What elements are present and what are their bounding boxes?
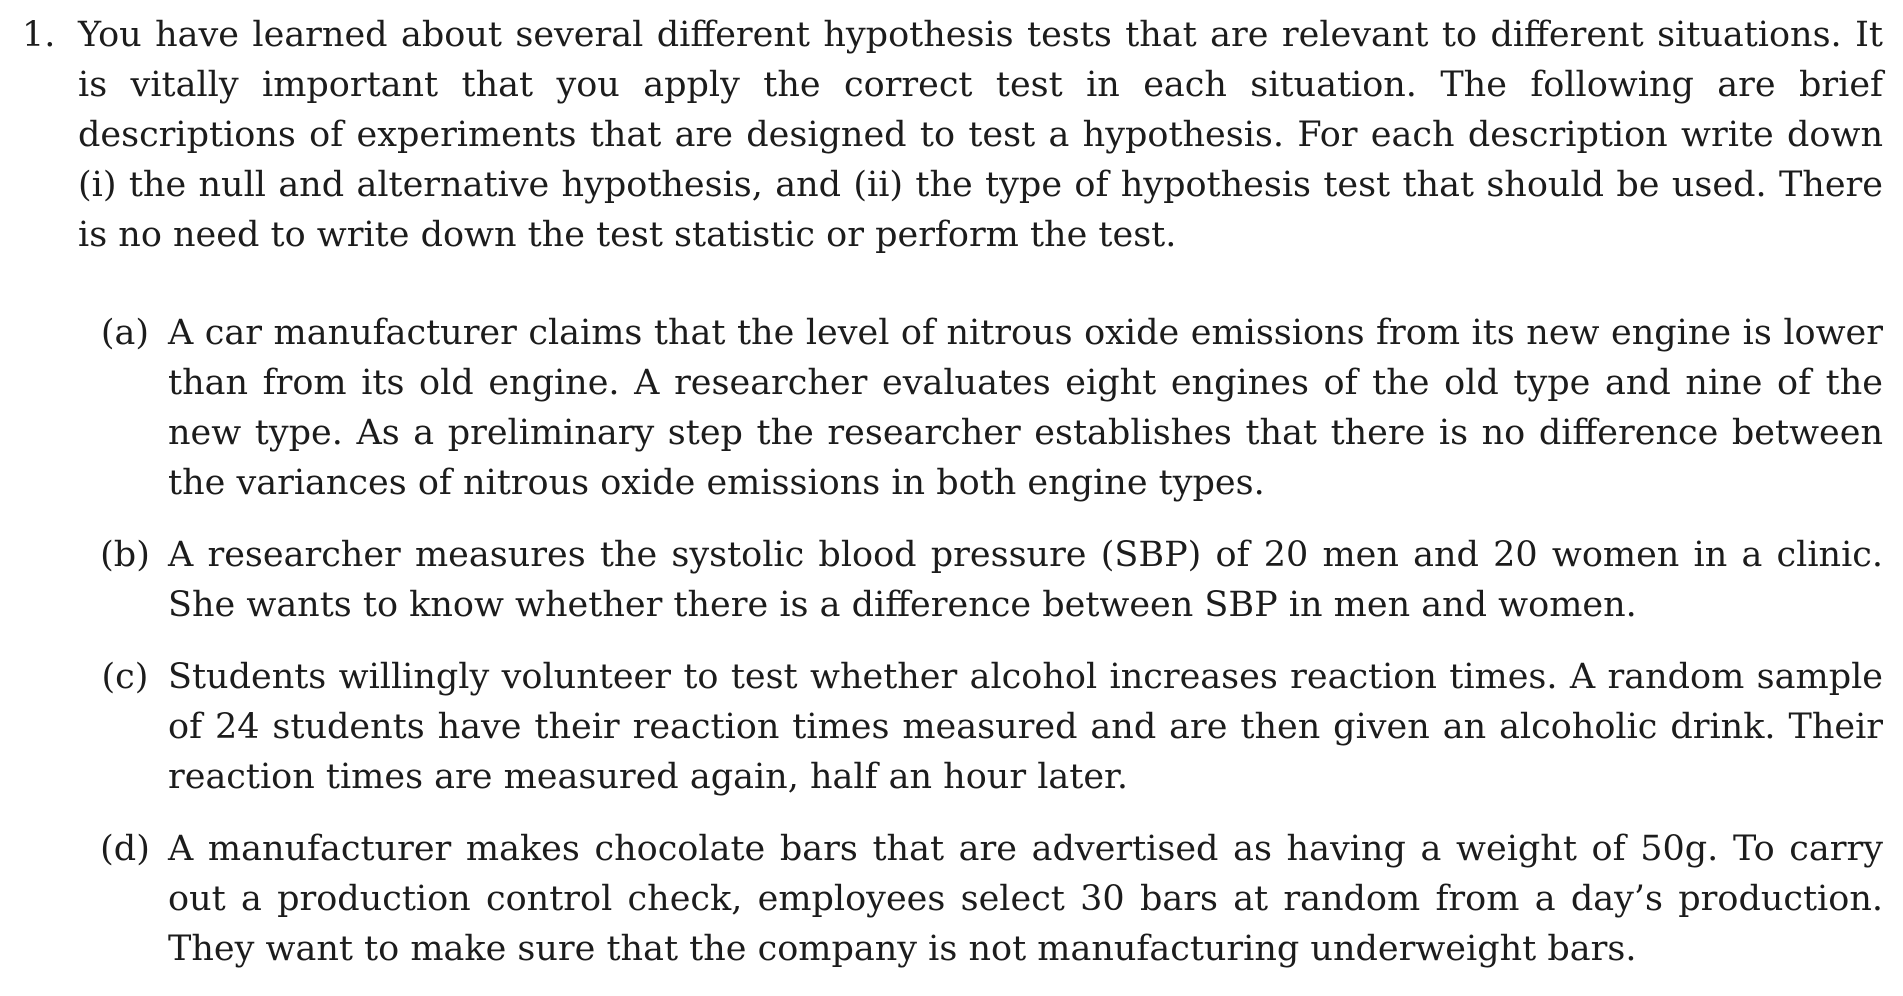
question-parts-list: (a) A car manufacturer claims that the l… [94, 308, 1883, 996]
part-label: (a) [100, 313, 150, 353]
question-number: 1. [22, 15, 56, 55]
part-d: (d) A manufacturer makes chocolate bars … [94, 824, 1883, 974]
part-text: A researcher measures the systolic blood… [168, 535, 1883, 625]
part-c: (c) Students willingly volunteer to test… [94, 652, 1883, 802]
part-label: (c) [101, 657, 149, 697]
part-label: (d) [100, 829, 150, 869]
part-b: (b) A researcher measures the systolic b… [94, 530, 1883, 630]
question-text: You have learned about several different… [78, 15, 1883, 255]
question-1: 1. You have learned about several differ… [22, 10, 1883, 260]
part-a: (a) A car manufacturer claims that the l… [94, 308, 1883, 508]
part-text: A car manufacturer claims that the level… [168, 313, 1883, 503]
part-label: (b) [100, 535, 150, 575]
part-text: A manufacturer makes chocolate bars that… [168, 829, 1883, 969]
part-text: Students willingly volunteer to test whe… [168, 657, 1883, 797]
